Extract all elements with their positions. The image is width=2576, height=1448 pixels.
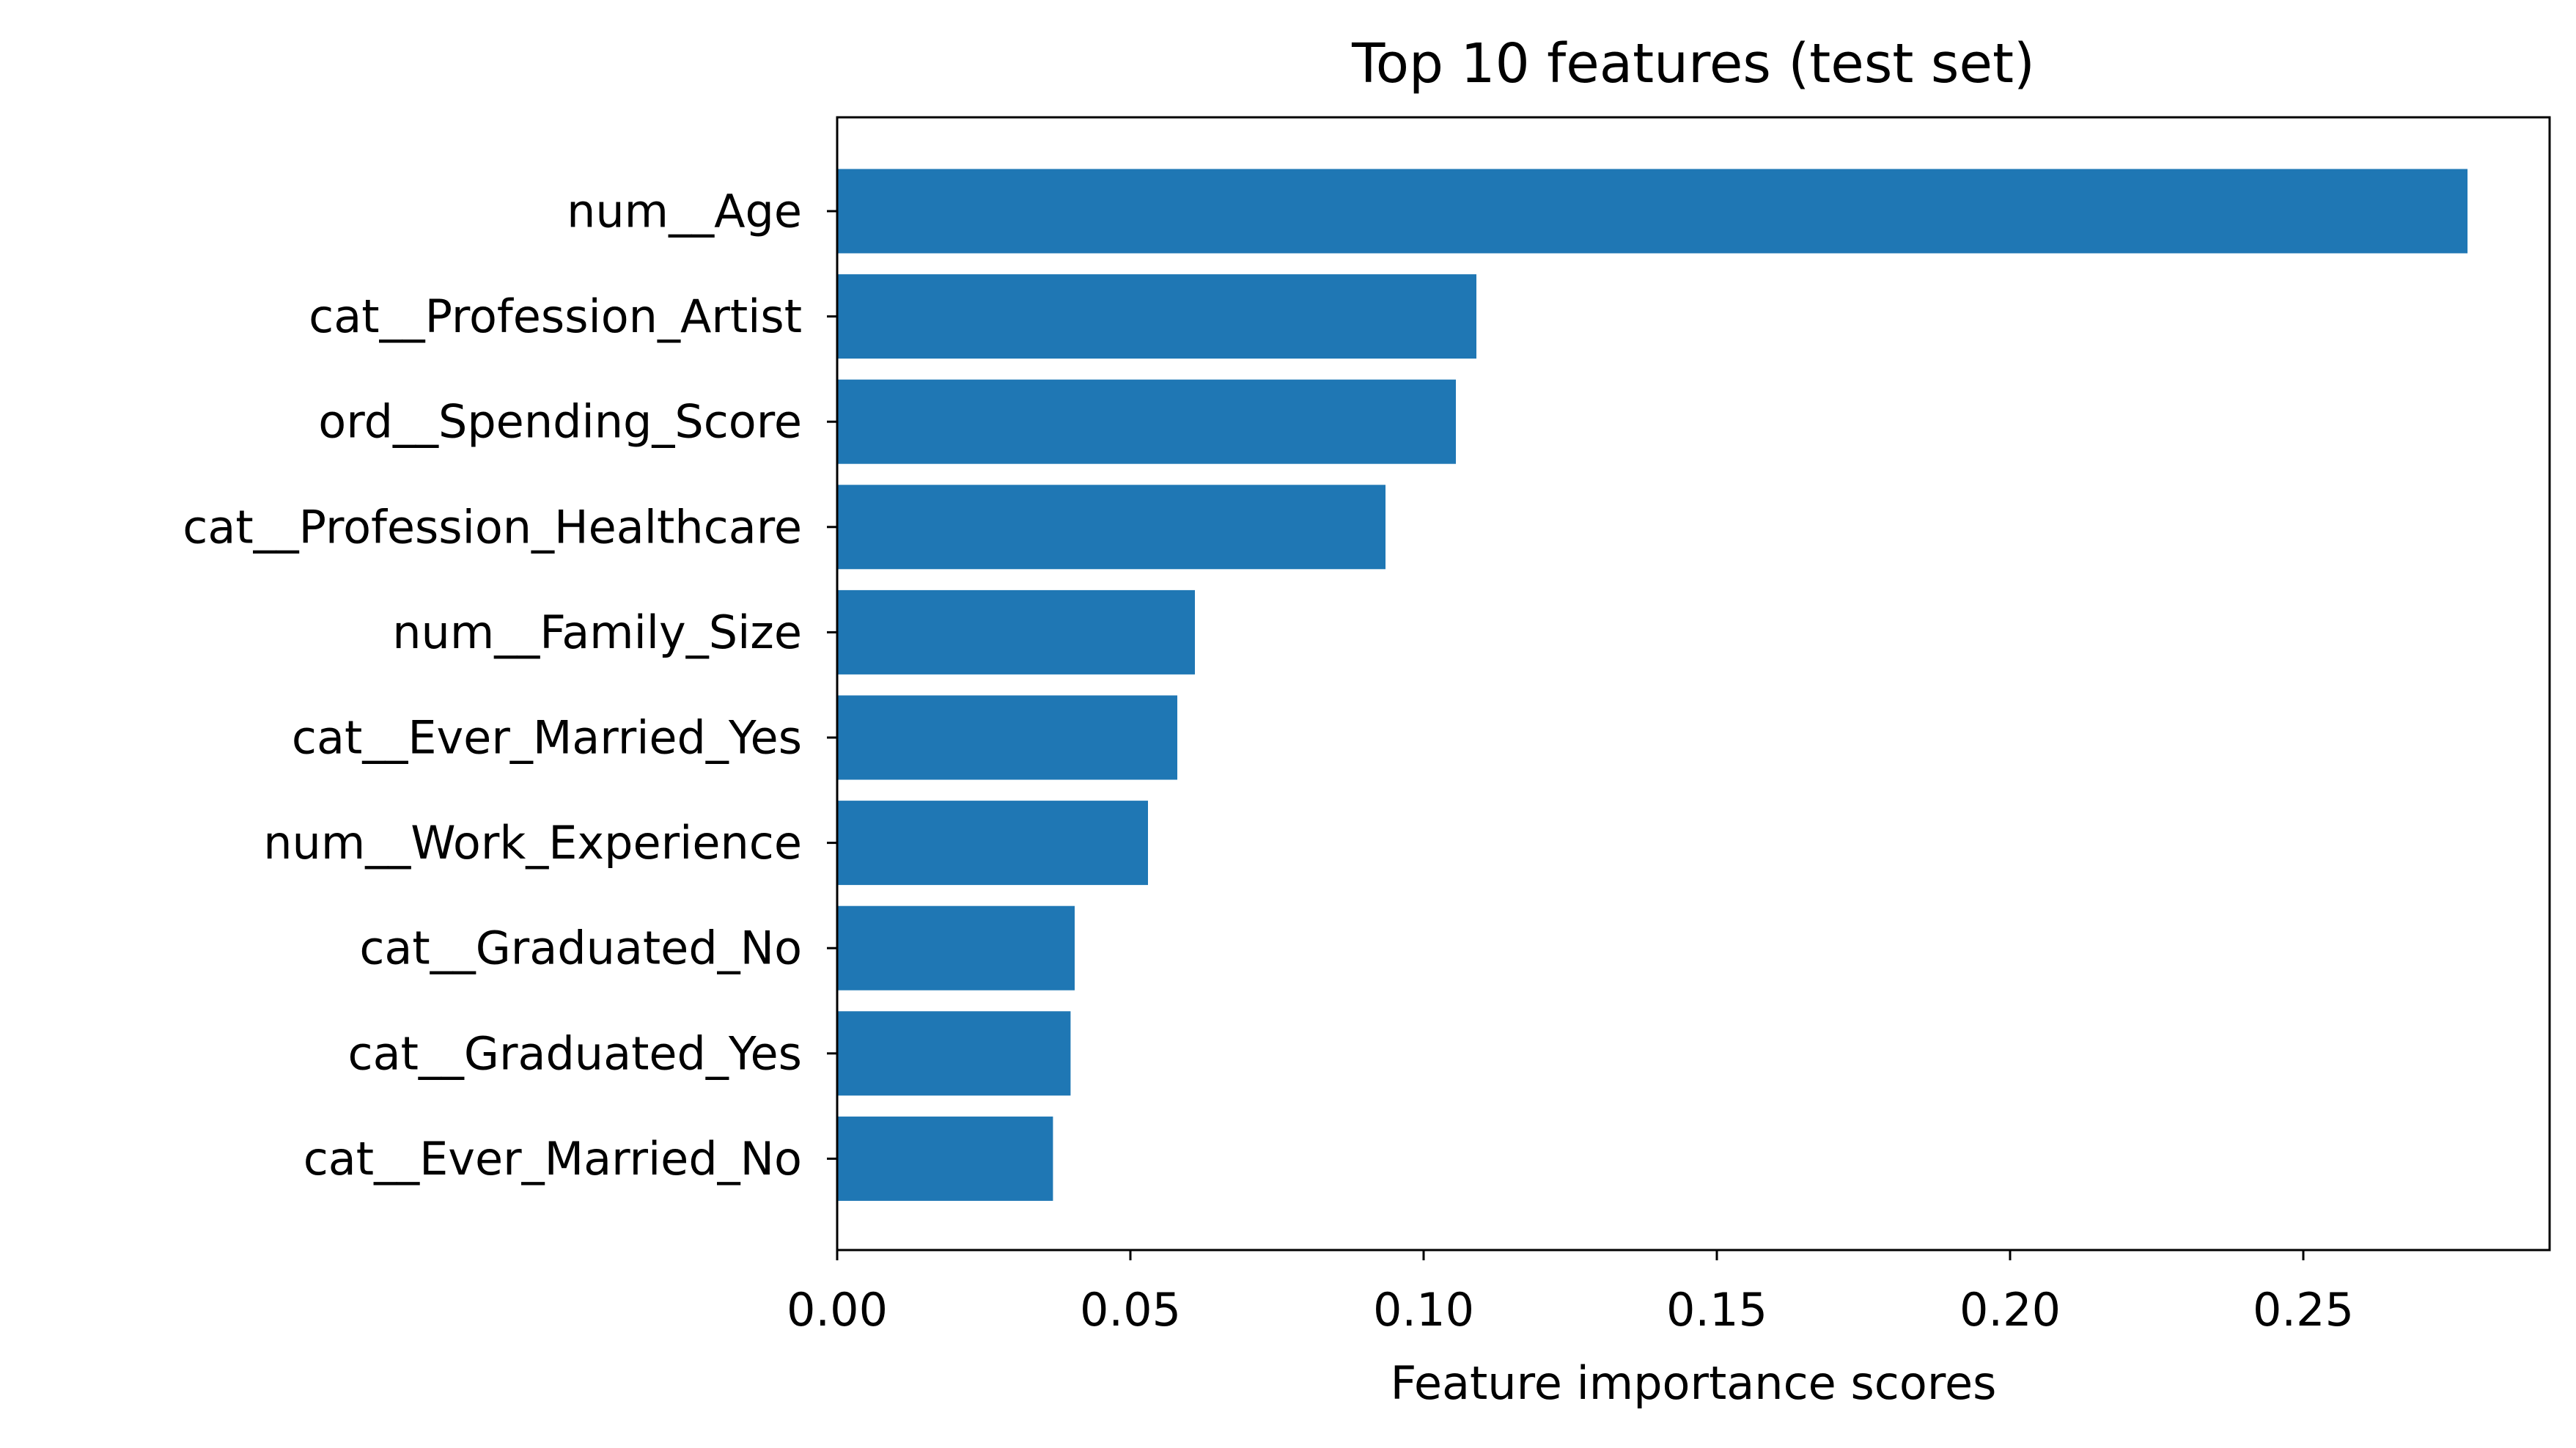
bar: [837, 1011, 1071, 1096]
bar: [837, 1116, 1053, 1201]
y-tick-label: num__Work_Experience: [263, 816, 802, 870]
y-tick-label: cat__Graduated_No: [359, 922, 802, 975]
bar: [837, 379, 1456, 464]
bar: [837, 801, 1148, 886]
y-tick-label: cat__Ever_Married_Yes: [292, 711, 802, 765]
x-axis-label: Feature importance scores: [1391, 1356, 1997, 1410]
x-tick-label: 0.10: [1373, 1283, 1474, 1337]
y-tick-label: ord__Spending_Score: [318, 395, 802, 449]
y-tick-label: num__Age: [567, 185, 802, 238]
x-tick-label: 0.05: [1080, 1283, 1181, 1337]
bar: [837, 169, 2468, 254]
bar: [837, 589, 1195, 675]
plot-frame: [836, 116, 2551, 1252]
bar: [837, 695, 1177, 780]
y-tick-label: cat__Profession_Healthcare: [183, 500, 802, 554]
x-tick-labels: 0.00 0.05 0.10 0.15 0.20 0.25: [787, 1283, 2354, 1337]
x-ticks: [836, 1250, 2305, 1260]
bars-group: [837, 169, 2468, 1201]
x-tick-label: 0.00: [787, 1283, 888, 1337]
x-tick-label: 0.25: [2253, 1283, 2354, 1337]
chart-title: Top 10 features (test set): [1351, 32, 2035, 95]
y-tick-label: num__Family_Size: [392, 606, 802, 659]
y-ticks: [827, 210, 837, 1160]
x-tick-label: 0.20: [1959, 1283, 2061, 1337]
y-tick-label: cat__Profession_Artist: [309, 290, 802, 343]
bar: [837, 905, 1075, 991]
y-tick-label: cat__Graduated_Yes: [348, 1026, 802, 1080]
y-tick-label: cat__Ever_Married_No: [303, 1132, 802, 1186]
bar: [837, 274, 1476, 359]
y-tick-labels: num__Age cat__Profession_Artist ord__Spend…: [183, 185, 802, 1186]
x-tick-label: 0.15: [1666, 1283, 1767, 1337]
bar: [837, 485, 1385, 570]
